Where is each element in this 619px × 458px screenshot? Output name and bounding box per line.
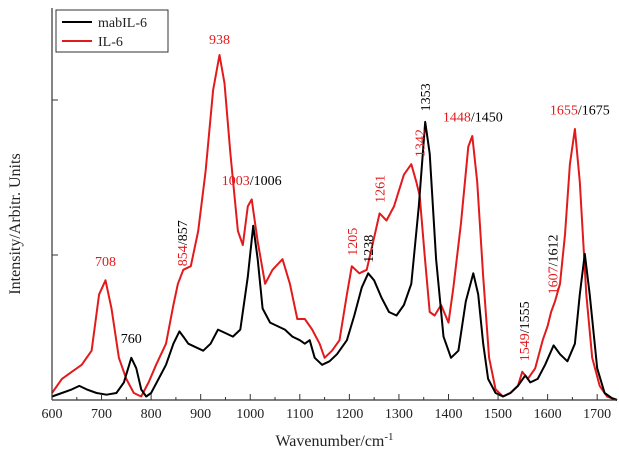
peak-label-part: 708	[95, 255, 116, 270]
x-axis-title: Wavenumber/cm-1	[275, 431, 393, 450]
peak-label-16071612: 1607/1612	[547, 235, 562, 295]
x-tick-label-1000: 1000	[236, 407, 264, 422]
legend: mabIL-6 IL-6	[55, 9, 169, 53]
peak-label-938: 938	[209, 33, 230, 48]
series-layer	[51, 54, 618, 401]
x-tick-label-1400: 1400	[434, 407, 462, 422]
peak-label-part: 938	[209, 33, 230, 48]
peak-label-1238: 1238	[362, 235, 377, 263]
peak-label-part: 1607	[547, 266, 562, 294]
peak-label-854857: 854/857	[176, 220, 191, 266]
x-tick-label-1500: 1500	[484, 407, 512, 422]
peak-label-1353: 1353	[419, 83, 434, 111]
x-tick-label-1700: 1700	[583, 407, 611, 422]
legend-label-mabil6: mabIL-6	[98, 16, 147, 31]
peak-label-16551675: 1655/1675	[550, 103, 610, 118]
peak-label-10031006: 1003/1006	[222, 174, 282, 189]
peak-label-part: 854	[176, 245, 191, 266]
peak-label-1261: 1261	[374, 175, 389, 203]
peak-label-part: 760	[121, 332, 142, 347]
peak-label-part: 1261	[374, 175, 389, 203]
series-line-il6	[51, 54, 618, 401]
peak-label-part: 1448	[443, 110, 471, 125]
peak-label-15491555: 1549/1555	[518, 301, 533, 361]
peak-label-part: 1342	[414, 129, 429, 157]
legend-label-il6: IL-6	[98, 35, 123, 50]
legend-box	[55, 9, 169, 53]
x-tick-label-600: 600	[42, 407, 63, 422]
peak-label-14481450: 1448/1450	[443, 110, 503, 125]
peak-label-part: /1006	[250, 174, 282, 189]
x-tick-label-1200: 1200	[335, 407, 363, 422]
peak-label-part: 1238	[362, 235, 377, 263]
peak-label-part: 1003	[222, 174, 250, 189]
peak-label-part: 1655	[550, 103, 578, 118]
peak-label-part: /1450	[471, 110, 503, 125]
peak-label-708: 708	[95, 255, 116, 270]
x-tick-label-1300: 1300	[385, 407, 413, 422]
peak-label-part: 1205	[346, 228, 361, 256]
peak-label-part: 1549	[518, 333, 533, 361]
x-tick-label-1600: 1600	[534, 407, 562, 422]
peak-label-part: /1612	[547, 235, 562, 267]
peak-label-part: /1675	[578, 103, 610, 118]
peak-label-1342: 1342	[414, 129, 429, 157]
x-ticks: 600 700 800 900 1000 1100 1200 1300 1400 1500 1600…	[42, 394, 611, 422]
x-tick-label-900: 900	[190, 407, 211, 422]
peak-label-part: 1353	[419, 83, 434, 111]
peak-label-760: 760	[121, 332, 142, 347]
x-tick-label-700: 700	[91, 407, 112, 422]
peak-label-part: /857	[176, 220, 191, 245]
x-tick-label-800: 800	[141, 407, 162, 422]
peak-label-1205: 1205	[346, 228, 361, 256]
series-line-mabil6	[51, 120, 618, 401]
x-tick-label-1100: 1100	[286, 407, 313, 422]
y-ticks	[52, 99, 58, 256]
peak-label-part: /1555	[518, 301, 533, 333]
y-axis-title: Intensity/Arbitr. Units	[7, 153, 24, 294]
